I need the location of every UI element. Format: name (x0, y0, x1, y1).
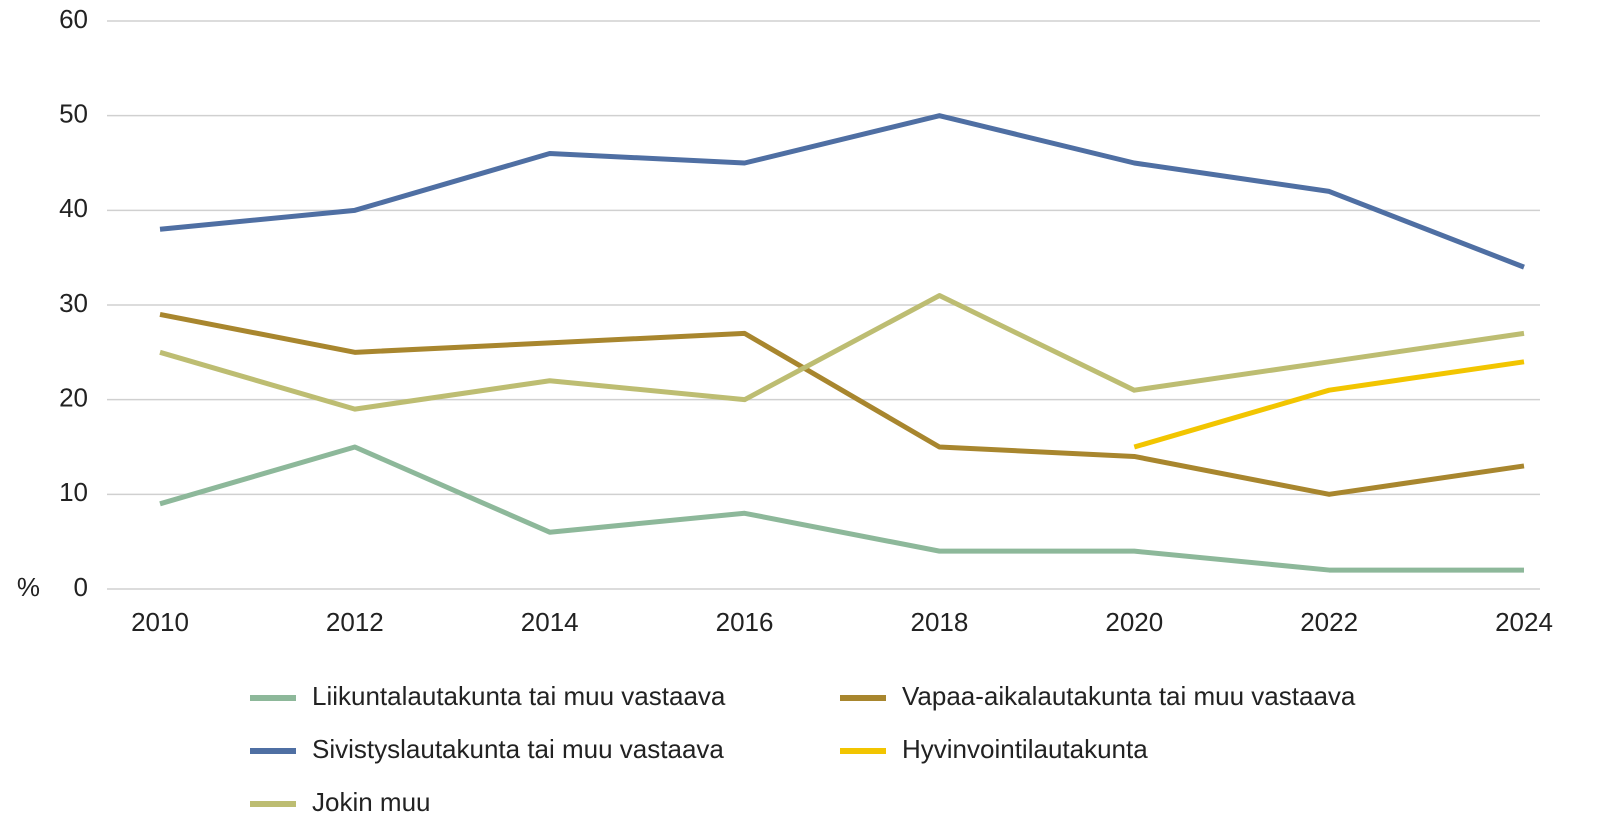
series-line (159, 312, 1525, 497)
legend-label: Vapaa-aikalautakunta tai muu vastaava (902, 681, 1356, 711)
y-tick-label: 0 (74, 572, 88, 602)
series-line (159, 113, 1525, 270)
y-tick-label: 20 (59, 383, 88, 413)
x-tick-label: 2016 (716, 607, 774, 637)
y-tick-label: 60 (59, 4, 88, 34)
legend-label: Hyvinvointilautakunta (902, 734, 1148, 764)
series-line (159, 444, 1524, 573)
legend-label: Jokin muu (312, 787, 431, 817)
x-tick-label: 2022 (1300, 607, 1358, 637)
series-line (159, 293, 1525, 412)
y-tick-label: 40 (59, 193, 88, 223)
x-tick-label: 2010 (131, 607, 189, 637)
legend-label: Liikuntalautakunta tai muu vastaava (312, 681, 726, 711)
x-tick-label: 2024 (1495, 607, 1553, 637)
x-tick-label: 2018 (911, 607, 969, 637)
y-tick-label: 30 (59, 288, 88, 318)
x-tick-label: 2012 (326, 607, 384, 637)
y-tick-label: 50 (59, 99, 88, 129)
x-tick-label: 2014 (521, 607, 579, 637)
y-axis-label: % (17, 572, 40, 602)
y-tick-label: 10 (59, 477, 88, 507)
series-line (1133, 359, 1525, 450)
x-tick-label: 2020 (1105, 607, 1163, 637)
legend-label: Sivistyslautakunta tai muu vastaava (312, 734, 724, 764)
